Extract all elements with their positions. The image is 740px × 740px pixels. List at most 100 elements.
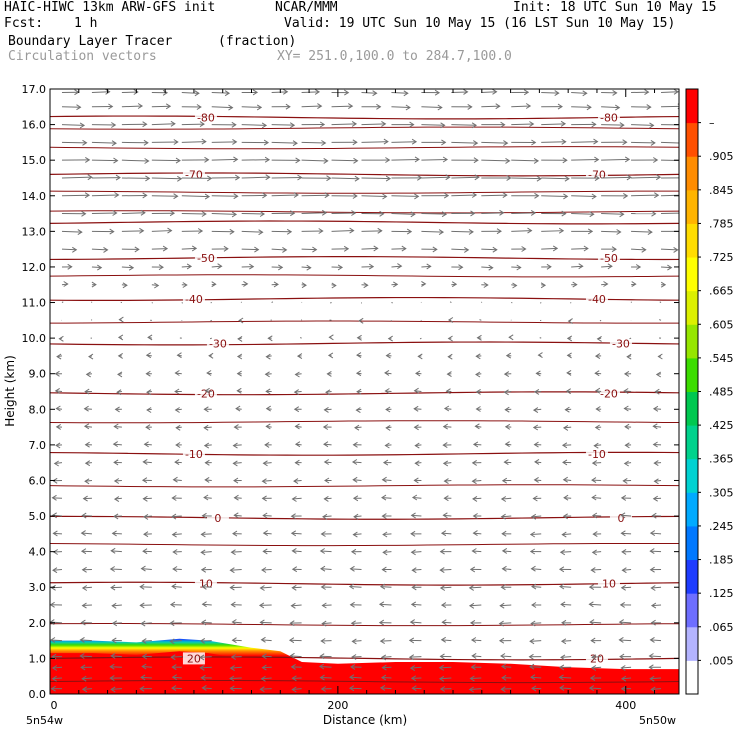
vector-shaft xyxy=(230,568,242,571)
wind-vector xyxy=(171,664,182,671)
wind-vector xyxy=(82,495,92,502)
wind-vector xyxy=(361,90,378,97)
isentrope-line xyxy=(50,190,679,194)
vector-head xyxy=(200,619,207,626)
vector-shaft xyxy=(441,639,452,642)
vector-shaft xyxy=(294,391,302,393)
vector-head xyxy=(261,567,267,573)
vector-head xyxy=(559,549,566,556)
wind-vector xyxy=(443,495,452,502)
wind-vector xyxy=(481,103,501,110)
vector-shaft xyxy=(233,462,242,464)
vector-head xyxy=(348,583,355,590)
vector-head xyxy=(167,227,173,234)
vector-shaft xyxy=(472,550,482,553)
vector-head xyxy=(476,334,482,341)
vector-head xyxy=(201,684,207,691)
vector-head xyxy=(85,156,91,163)
vector-shaft xyxy=(181,141,206,143)
wind-vector xyxy=(203,406,212,413)
wind-vector xyxy=(443,405,452,412)
vector-head xyxy=(562,476,568,483)
wind-vector xyxy=(271,281,279,288)
vector-shaft xyxy=(379,603,392,606)
wind-vector xyxy=(81,686,92,693)
vector-shaft xyxy=(650,550,662,553)
wind-vector xyxy=(301,264,312,271)
wind-vector xyxy=(145,352,152,359)
wind-vector xyxy=(117,352,123,359)
wind-vector xyxy=(391,263,403,270)
vector-head xyxy=(649,122,655,129)
wind-vector xyxy=(440,602,452,609)
axes: 0.01.02.03.04.05.06.07.08.09.010.011.012… xyxy=(22,83,679,727)
wind-vector xyxy=(151,139,179,145)
y-tick-label: 11.0 xyxy=(22,297,47,310)
wind-vector xyxy=(141,477,152,484)
wind-vector xyxy=(661,194,679,197)
vector-head xyxy=(380,654,387,661)
wind-vector xyxy=(121,89,139,95)
vector-head xyxy=(140,620,146,627)
vector-head xyxy=(385,424,391,431)
vector-head xyxy=(595,406,601,412)
vector-head xyxy=(238,317,244,324)
wind-vector xyxy=(661,103,679,110)
vector-head xyxy=(289,620,295,627)
wind-vector xyxy=(541,175,570,182)
vector-head xyxy=(530,209,537,216)
contour-label-bg xyxy=(585,652,608,665)
wind-vector xyxy=(361,103,382,110)
vector-head xyxy=(323,157,329,164)
colorbar-swatch xyxy=(686,257,698,292)
vector-shaft xyxy=(651,688,662,690)
wind-vector xyxy=(621,548,632,555)
vector-head xyxy=(110,547,116,554)
wind-vector xyxy=(267,335,273,342)
vector-head xyxy=(204,476,210,483)
vector-head xyxy=(492,246,498,253)
vector-shaft xyxy=(414,408,422,410)
vector-head xyxy=(294,371,300,378)
vector-head xyxy=(141,663,147,670)
vector-head xyxy=(83,405,89,412)
vector-head xyxy=(229,584,235,591)
vector-head xyxy=(323,441,329,448)
wind-vector xyxy=(204,387,212,394)
wind-vector xyxy=(469,566,482,573)
vector-head xyxy=(318,663,325,670)
vector-head xyxy=(80,530,86,537)
vector-head xyxy=(236,353,243,360)
wind-vector xyxy=(331,264,344,271)
vector-shaft xyxy=(354,515,362,518)
vector-head xyxy=(356,352,362,359)
wind-vector xyxy=(201,512,212,519)
wind-vector xyxy=(443,478,452,485)
vector-head xyxy=(624,442,630,449)
wind-vector xyxy=(566,335,573,342)
vector-head xyxy=(501,530,507,537)
wind-vector xyxy=(200,549,212,556)
vector-head xyxy=(384,369,390,376)
vector-head xyxy=(262,548,268,555)
vector-head xyxy=(500,686,506,693)
vector-head xyxy=(619,653,625,660)
wind-vector xyxy=(451,140,479,147)
vector-shaft xyxy=(410,621,422,624)
vector-shaft xyxy=(661,194,679,197)
wind-vector xyxy=(438,675,452,682)
vector-head xyxy=(259,211,266,217)
vector-head xyxy=(322,513,328,520)
wind-vector xyxy=(301,157,329,164)
wind-vector xyxy=(109,566,122,572)
vector-head xyxy=(594,175,600,182)
vector-shaft xyxy=(481,266,493,269)
vector-head xyxy=(554,90,560,97)
vector-head xyxy=(439,686,446,692)
vector-head xyxy=(413,387,419,394)
wind-vector xyxy=(271,89,289,95)
vector-head xyxy=(258,602,265,609)
vector-shaft xyxy=(443,426,452,428)
vector-head xyxy=(401,245,407,252)
vector-shaft xyxy=(292,688,302,690)
